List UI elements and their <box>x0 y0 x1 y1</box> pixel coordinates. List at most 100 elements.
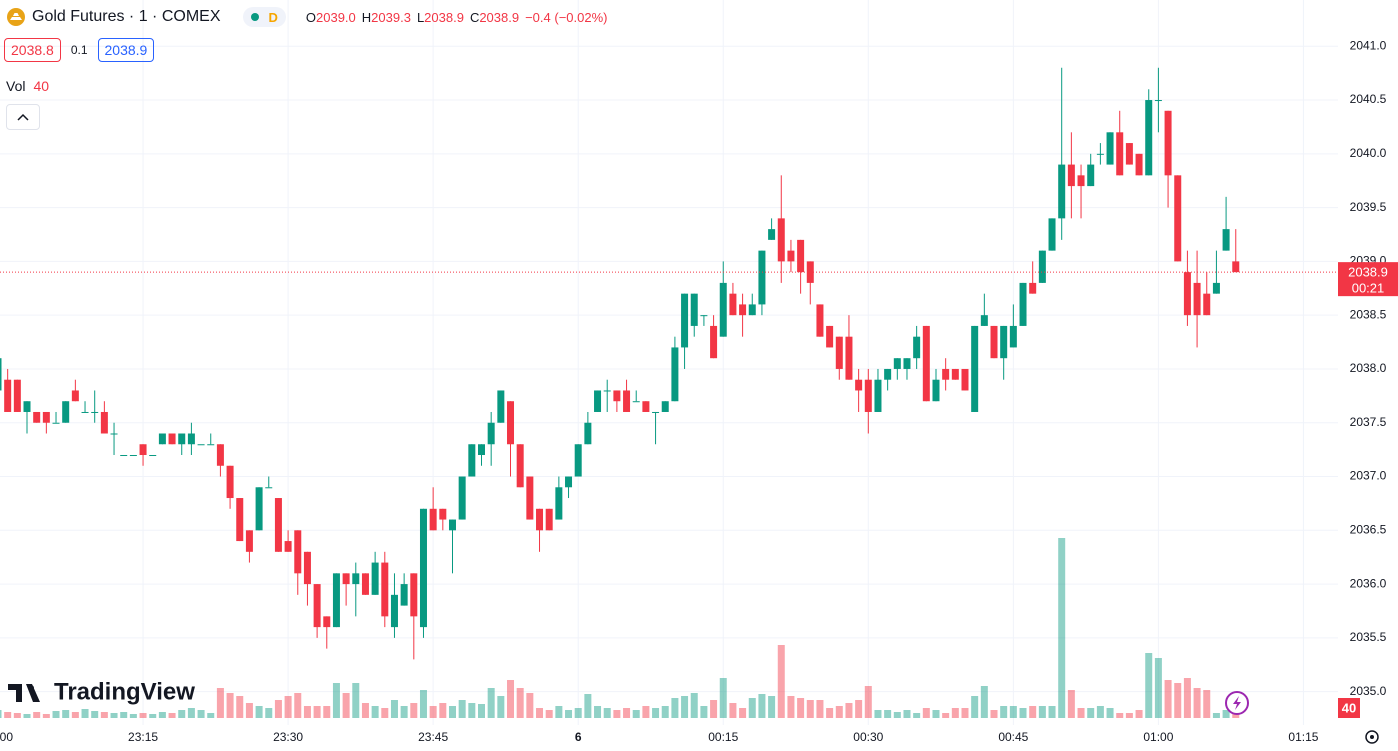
volume-bar <box>381 708 389 718</box>
volume-bar <box>1058 538 1066 718</box>
volume-bar <box>284 696 292 718</box>
x-tick-label: 00:45 <box>998 730 1028 744</box>
volume-bar <box>1019 708 1027 718</box>
candle-body <box>913 336 921 359</box>
axes: 2035.0 2035.5 2036.0 2036.5 2037.0 2037.5 2038… <box>0 38 1398 744</box>
volume-bar <box>864 686 872 718</box>
settings-icon <box>1370 735 1374 739</box>
ohlc-value: 2038.9 <box>424 9 464 25</box>
candle-body <box>826 325 834 348</box>
ohlc-label: L <box>416 9 425 25</box>
volume-bar <box>497 696 505 718</box>
volume-bar <box>448 706 456 718</box>
quote-row: 2038.8 0.1 2038.9 <box>4 38 155 62</box>
candle-body <box>448 519 456 531</box>
volume-bar <box>245 703 253 718</box>
candle-body <box>303 551 311 585</box>
volume-bar <box>855 700 863 718</box>
candle-body <box>768 229 776 240</box>
volume-bar <box>951 708 959 718</box>
volume-bar <box>584 694 592 718</box>
volume-bar <box>81 709 89 718</box>
candle-body <box>245 530 253 552</box>
candle-body <box>1125 143 1133 165</box>
candle-body <box>951 368 959 380</box>
candle-body <box>274 498 282 552</box>
logo-icon <box>28 685 34 691</box>
volume-bar <box>710 700 718 718</box>
symbol-icon <box>7 8 25 26</box>
candle-body <box>23 401 31 412</box>
settings-button[interactable] <box>1365 730 1379 744</box>
volume-bar <box>942 713 950 718</box>
candle-body <box>642 401 650 412</box>
volume-bar <box>1164 680 1172 718</box>
volume-bar <box>390 700 398 718</box>
candle-body <box>922 325 930 402</box>
volume-bar <box>129 714 137 718</box>
volume-bar <box>507 680 515 718</box>
candle-body <box>1038 250 1046 283</box>
candle-body <box>216 444 224 466</box>
y-tick-label: 2037.0 <box>1350 469 1387 483</box>
volume-bar <box>893 712 901 718</box>
volume-bar <box>845 703 853 718</box>
title-row: Gold Futures · 1 · COMEX D O2039.0 H2039… <box>6 7 607 27</box>
volume-bar <box>332 683 340 718</box>
vol-value: 40 <box>33 78 50 94</box>
volume-bar <box>739 708 747 718</box>
ohlc-value: 2038.9 <box>479 9 520 25</box>
candle-body <box>971 325 979 412</box>
volume-bar <box>922 708 930 718</box>
plot-area <box>0 67 1338 718</box>
volume-bar <box>816 700 824 718</box>
candle-body <box>884 368 892 380</box>
bid-button[interactable]: 2038.8 <box>4 38 61 62</box>
ask-button[interactable]: 2038.9 <box>97 38 155 62</box>
countdown-label: 00:21 <box>1352 281 1385 296</box>
volume-bar <box>294 693 302 718</box>
volume-bar <box>226 693 234 718</box>
ohlc-item: O2039.0 <box>306 10 356 25</box>
ohlc-label: O <box>305 9 317 25</box>
volume-bar <box>768 696 776 718</box>
volume-bar <box>1125 713 1133 718</box>
volume-bar <box>961 708 969 718</box>
volume-bar <box>33 712 41 718</box>
volume-bar <box>429 706 437 718</box>
volume-bar <box>516 688 524 718</box>
market-status[interactable]: D <box>242 7 286 27</box>
candle-body <box>584 422 592 445</box>
candle-body <box>681 293 689 348</box>
candle-body <box>1135 153 1143 176</box>
candle-body <box>1164 110 1172 176</box>
candle-body <box>729 293 737 316</box>
volume-bar <box>468 703 476 718</box>
volume-bar <box>1096 706 1104 718</box>
volume-bar <box>1077 708 1085 718</box>
candle-body <box>1067 164 1075 187</box>
x-tick-label: 00:30 <box>853 730 883 744</box>
candle-body <box>942 368 950 380</box>
candle-body <box>110 433 118 435</box>
candle-body <box>361 573 369 595</box>
candle-body <box>961 368 969 391</box>
x-tick-label: 23:30 <box>273 730 303 744</box>
candle-body <box>787 250 795 262</box>
volume-bar <box>313 706 321 718</box>
candle-body <box>33 411 41 423</box>
volume-bar <box>139 713 147 718</box>
candle-body <box>139 444 147 456</box>
candle-body <box>458 476 466 520</box>
volume-bar <box>1000 706 1008 718</box>
candle-body <box>468 444 476 477</box>
volume-bar <box>758 694 766 718</box>
volume-bar <box>487 688 495 718</box>
ohlc-label: H <box>361 9 372 25</box>
collapse-button[interactable] <box>6 104 40 130</box>
volume-bar <box>255 706 263 718</box>
candle-body <box>284 541 292 552</box>
volume-bar <box>120 712 128 718</box>
candle-body <box>516 444 524 488</box>
volume-bar <box>913 713 921 718</box>
